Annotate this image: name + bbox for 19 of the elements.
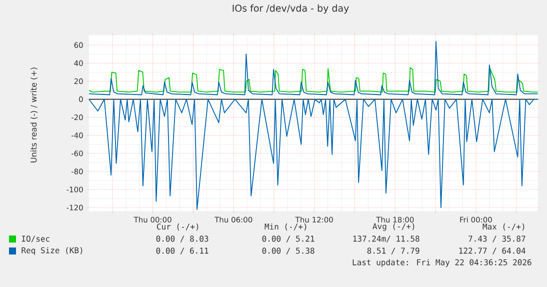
text: 8.51 / 7.79 — [367, 248, 420, 254]
chart-title: IOs for /dev/vda - by day — [232, 4, 349, 14]
text: Cur (-/+) — [157, 223, 198, 231]
line-series — [88, 98, 538, 210]
text: 7.43 / 35.87 — [468, 236, 526, 242]
text: 137.24m/ 11.58 — [353, 236, 420, 242]
text: 0.00 / 6.11 — [156, 248, 208, 254]
line-series — [88, 41, 538, 96]
text: 0.00 / 5.21 — [262, 236, 314, 242]
text: Last update: Fri May 22 04:36:25 2026 — [352, 259, 532, 267]
text: Avg (-/+) — [372, 223, 414, 231]
text: 0.00 / 8.03 — [156, 236, 208, 242]
text: 122.77 / 64.04 — [459, 248, 526, 254]
legend-label: Req Size (KB) — [22, 247, 82, 255]
text: Min (-/+) — [264, 223, 306, 231]
y-axis-title: Units read (-) / write (+) — [30, 68, 38, 162]
text: 0.00 / 5.38 — [262, 248, 314, 254]
text: Max (-/+) — [482, 223, 524, 231]
legend-label: IO/sec — [22, 236, 50, 242]
